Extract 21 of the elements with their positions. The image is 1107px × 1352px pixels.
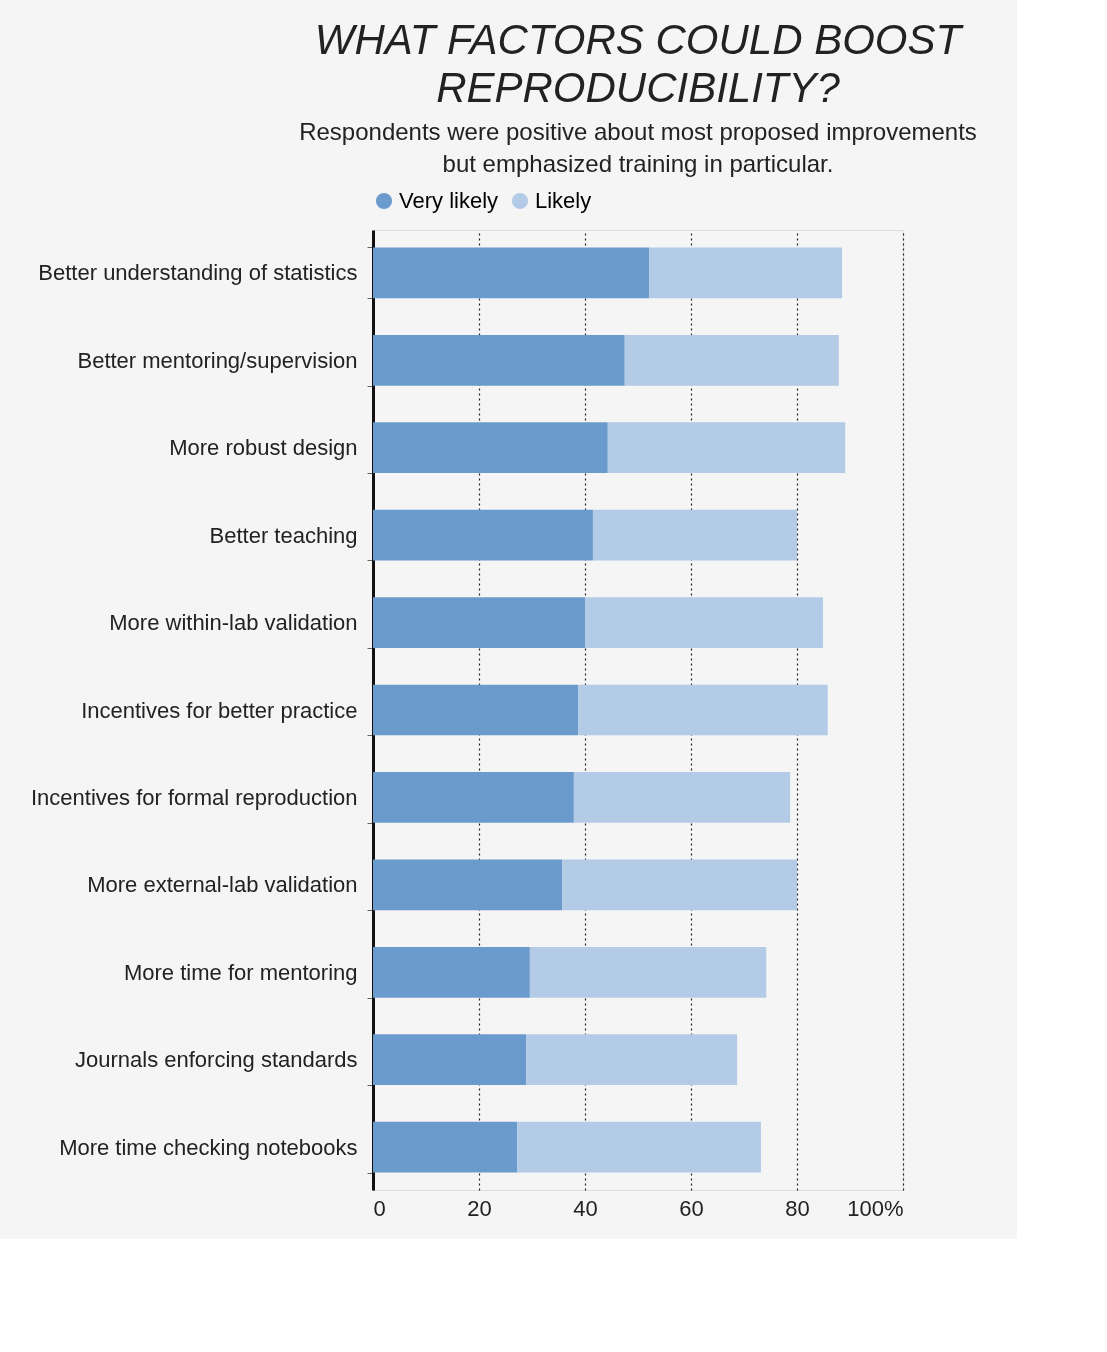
y-tick-label: Better teaching xyxy=(209,522,358,548)
x-tick-label: 60 xyxy=(679,1195,704,1221)
y-tick-label: Incentives for formal reproduction xyxy=(31,784,358,810)
y-tick-label: More robust design xyxy=(169,435,358,461)
chart-subtitle: Respondents were positive about most proposed improvements but emphasized training in particular. xyxy=(299,118,977,177)
x-tick-label: 0 xyxy=(373,1195,386,1221)
x-tick-label: 20 xyxy=(467,1195,492,1221)
y-tick-label: More external-lab validation xyxy=(87,872,358,898)
y-tick-label: Better understanding of statistics xyxy=(38,260,358,286)
x-tick-label: 80 xyxy=(785,1195,810,1221)
x-tick-label: 40 xyxy=(573,1195,598,1221)
x-tick-label: 100% xyxy=(847,1195,904,1221)
legend-label: Very likely xyxy=(399,188,499,213)
y-tick-label: Journals enforcing standards xyxy=(75,1047,358,1073)
y-tick-label: More time for mentoring xyxy=(123,959,358,985)
y-tick-label: More time checking notebooks xyxy=(59,1134,358,1160)
chart-title: WHAT FACTORS COULD BOOST REPRODUCIBILITY? xyxy=(314,16,965,111)
y-tick-label: Incentives for better practice xyxy=(81,697,358,723)
legend-label: Likely xyxy=(535,188,592,213)
y-tick-label: Better mentoring/supervision xyxy=(77,347,358,373)
y-tick-label: More within-lab validation xyxy=(109,610,358,636)
